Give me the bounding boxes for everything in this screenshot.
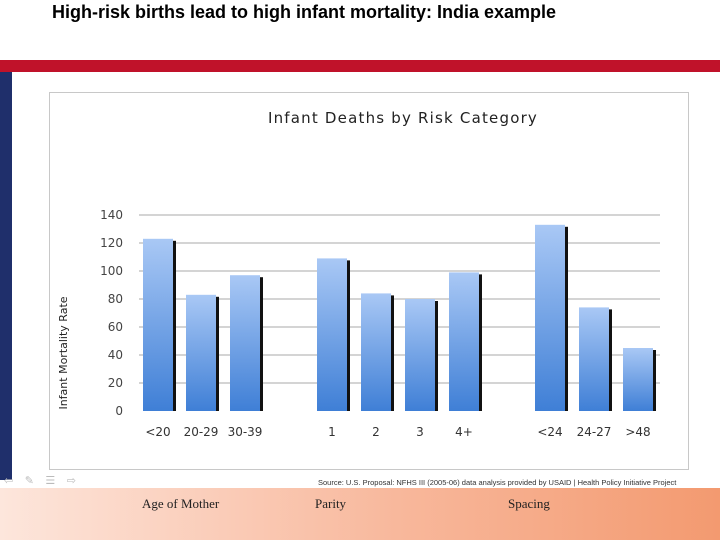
bar (535, 224, 565, 411)
footer-band (0, 488, 720, 540)
group-label-spacing: Spacing (508, 496, 550, 511)
slide-nav-icons[interactable]: ⇦ ✎ ☰ ⇨ (4, 474, 81, 487)
y-axis-label: Infant Mortality Rate (57, 296, 70, 409)
x-tick-label: 20-29 (184, 425, 219, 439)
y-tick-label: 140 (100, 208, 123, 222)
bar (449, 272, 479, 411)
bar (579, 307, 609, 411)
source-note: Source: U.S. Proposal: NFHS III (2005-06… (318, 478, 677, 487)
y-tick-label: 20 (108, 376, 123, 390)
x-tick-label: 2 (372, 425, 380, 439)
header-accent-bar (0, 60, 720, 72)
x-tick-label: <20 (145, 425, 170, 439)
slide-title: High-risk births lead to high infant mor… (52, 2, 557, 22)
bar (623, 348, 653, 411)
bar (317, 258, 347, 411)
x-tick-label: 4+ (455, 425, 473, 439)
x-tick-label: 24-27 (577, 425, 612, 439)
chart-frame: Infant Deaths by Risk Category Infant Mo… (49, 92, 689, 470)
y-tick-label: 80 (108, 292, 123, 306)
x-tick-label: >48 (625, 425, 650, 439)
y-tick-label: 120 (100, 236, 123, 250)
bar (230, 275, 260, 411)
chart-title: Infant Deaths by Risk Category (268, 109, 538, 127)
x-tick-label: 1 (328, 425, 336, 439)
bar (361, 293, 391, 411)
bar (143, 238, 173, 411)
y-tick-label: 40 (108, 348, 123, 362)
y-tick-label: 0 (115, 404, 123, 418)
group-label-age-of-mother: Age of Mother (142, 496, 220, 511)
side-accent-bar (0, 72, 12, 480)
bar-chart: Infant Deaths by Risk Category Infant Mo… (57, 109, 660, 439)
bar (405, 299, 435, 411)
x-tick-label: <24 (537, 425, 562, 439)
y-tick-label: 60 (108, 320, 123, 334)
y-tick-label: 100 (100, 264, 123, 278)
x-tick-label: 3 (416, 425, 424, 439)
bar (186, 294, 216, 411)
group-label-parity: Parity (315, 496, 347, 511)
x-tick-label: 30-39 (228, 425, 263, 439)
